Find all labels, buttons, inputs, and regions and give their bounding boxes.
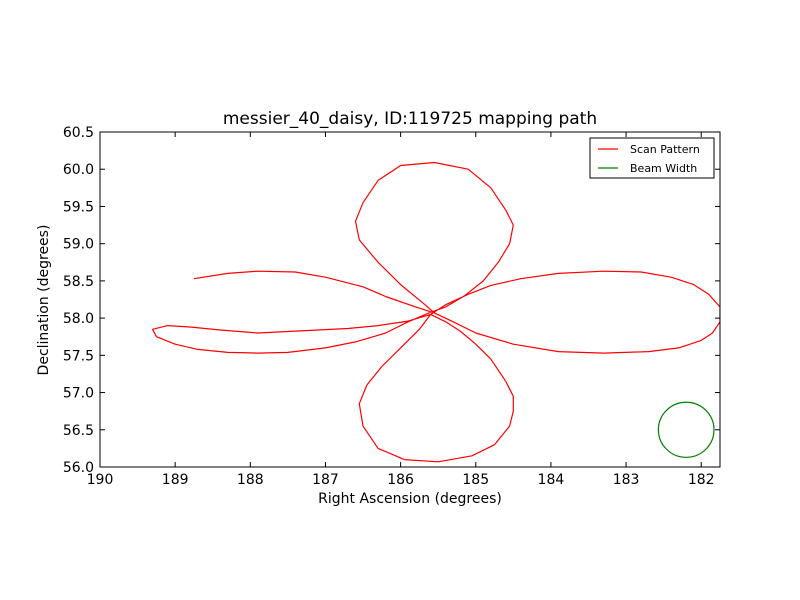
x-tick-label: 189	[162, 472, 189, 488]
y-tick-label: 59.5	[63, 199, 94, 215]
y-tick-label: 57.5	[63, 348, 94, 364]
y-tick-label: 60.5	[63, 125, 94, 141]
y-tick-label: 56.5	[63, 423, 94, 439]
legend-box	[589, 137, 715, 179]
y-axis-label: Declination (degrees)	[36, 225, 52, 376]
x-tick-label: 184	[538, 472, 565, 488]
x-axis-label: Right Ascension (degrees)	[318, 491, 502, 507]
plot-area	[152, 161, 720, 463]
plot-frame	[99, 131, 721, 468]
chart-title: messier_40_daisy, ID:119725 mapping path	[223, 109, 597, 129]
y-tick-label: 60.0	[63, 162, 94, 178]
y-tick-label: 58.5	[63, 274, 94, 290]
x-tick-label: 182	[688, 472, 715, 488]
x-tick-label: 188	[237, 472, 264, 488]
x-tick-label: 190	[87, 472, 114, 488]
y-tick-label: 57.0	[63, 386, 94, 402]
y-tick-label: 56.0	[63, 460, 94, 476]
x-tick-label: 186	[387, 472, 414, 488]
legend-label-beam-width: Beam Width	[630, 162, 697, 175]
x-tick-label: 185	[462, 472, 489, 488]
x-tick-label: 187	[312, 472, 339, 488]
axes: 190 189 188 187 186 185 184 183 182 56.0 56.5 57.0 5…	[63, 125, 721, 488]
series-beam-width	[657, 401, 715, 458]
legend-label-scan-pattern: Scan Pattern	[630, 143, 700, 156]
series-scan-pattern	[152, 161, 720, 463]
legend: Scan Pattern Beam Width	[589, 137, 715, 179]
x-tick-label: 183	[613, 472, 640, 488]
y-tick-label: 58.0	[63, 311, 94, 327]
y-tick-label: 59.0	[63, 237, 94, 253]
